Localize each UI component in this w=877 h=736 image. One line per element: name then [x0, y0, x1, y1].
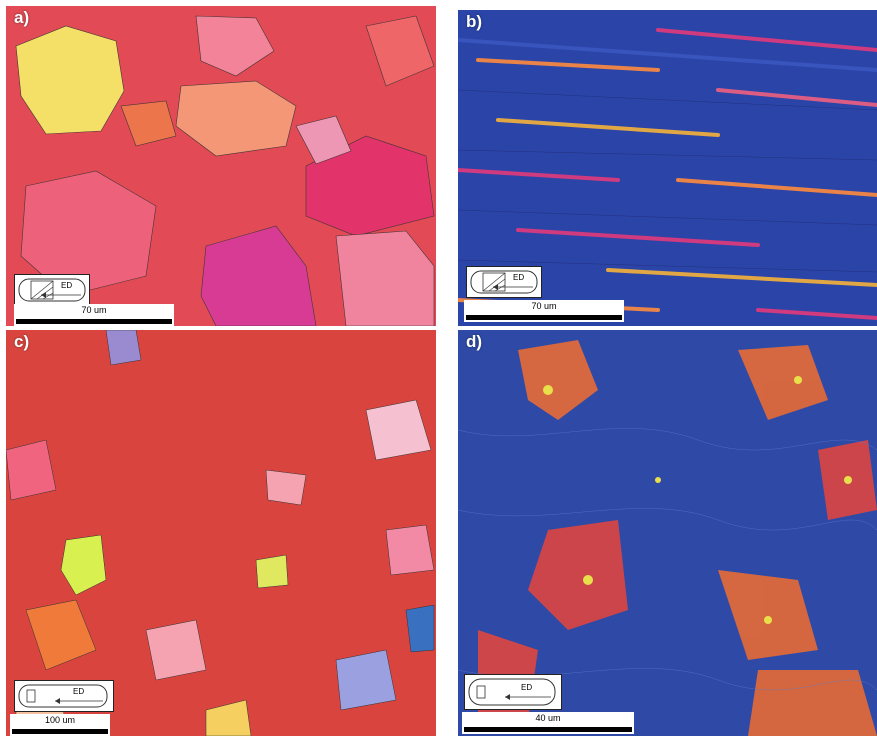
- panel-d: d) ED 40 um: [458, 330, 877, 736]
- panel-c-label: c): [14, 332, 30, 351]
- extrusion-direction-label: ED: [521, 683, 533, 692]
- panel-a-label: a): [14, 8, 30, 27]
- scale-label: 100 um: [44, 715, 76, 725]
- scale-label: 70 um: [531, 301, 557, 311]
- orientation-legend-c: ED: [14, 680, 114, 712]
- scale-bar-b: 70 um: [464, 300, 624, 322]
- sample-diagram-icon: [468, 678, 556, 706]
- ebsd-map-a: [6, 6, 436, 326]
- panel-d-label: d): [466, 332, 483, 351]
- panel-b-label: b): [466, 12, 483, 31]
- sample-diagram-icon: [18, 278, 86, 302]
- extrusion-direction-label: ED: [513, 273, 525, 282]
- orientation-legend-b: ED: [466, 266, 542, 298]
- orientation-legend-d: ED: [464, 674, 562, 710]
- scale-bar-line: [12, 729, 108, 734]
- scale-bar-a: 70 um: [14, 304, 174, 326]
- orientation-legend-a: ED: [14, 274, 90, 306]
- ebsd-map-c: [6, 330, 436, 736]
- scale-bar-d: 40 um: [462, 712, 634, 734]
- sample-diagram-icon: [470, 270, 538, 294]
- scale-bar-line: [464, 727, 632, 732]
- scale-bar-line: [466, 315, 622, 320]
- panel-c: c) ED 100 um: [6, 330, 436, 736]
- extrusion-direction-label: ED: [61, 281, 73, 290]
- scale-label: 40 um: [535, 713, 561, 723]
- scale-label: 70 um: [81, 305, 107, 315]
- scale-bar-c: 100 um: [10, 714, 110, 736]
- scale-bar-line: [16, 319, 172, 324]
- ebsd-map-d: [458, 330, 877, 736]
- panel-a: a) ED 70 um: [6, 6, 436, 326]
- panel-b: b) ED 70 um: [458, 10, 877, 326]
- extrusion-direction-label: ED: [73, 687, 85, 696]
- sample-diagram-icon: [18, 684, 108, 708]
